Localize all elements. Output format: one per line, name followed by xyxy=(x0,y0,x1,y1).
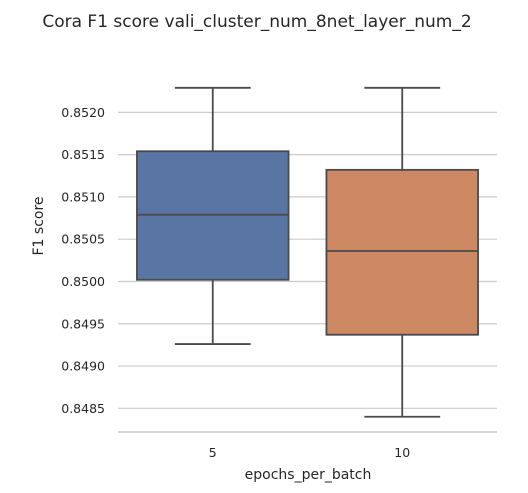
box-10 xyxy=(325,86,479,418)
y-tick-label: 0.8520 xyxy=(61,105,105,120)
chart-title: Cora F1 score vali_cluster_num_8net_laye… xyxy=(42,12,471,32)
y-tick-label: 0.8495 xyxy=(61,316,105,331)
y-tick-label: 0.8500 xyxy=(61,274,105,289)
y-tick-label: 0.8515 xyxy=(61,147,105,162)
y-tick-label: 0.8510 xyxy=(61,189,105,204)
x-tick-label: 10 xyxy=(394,445,410,460)
y-tick-label: 0.8490 xyxy=(61,359,105,374)
x-tick-label: 5 xyxy=(209,445,217,460)
y-tick-label: 0.8505 xyxy=(61,232,105,247)
y-axis-label: F1 score xyxy=(31,196,47,255)
box-5 xyxy=(136,86,290,345)
x-axis-label: epochs_per_batch xyxy=(245,467,372,483)
y-axis-ticks: 0.8485 0.8490 0.8495 0.8500 0.8505 0.8510 0.85… xyxy=(61,105,105,416)
y-tick-label: 0.8485 xyxy=(61,401,105,416)
x-axis-ticks: 5 10 xyxy=(209,445,410,460)
boxes xyxy=(136,86,479,418)
iqr-box xyxy=(325,168,479,336)
